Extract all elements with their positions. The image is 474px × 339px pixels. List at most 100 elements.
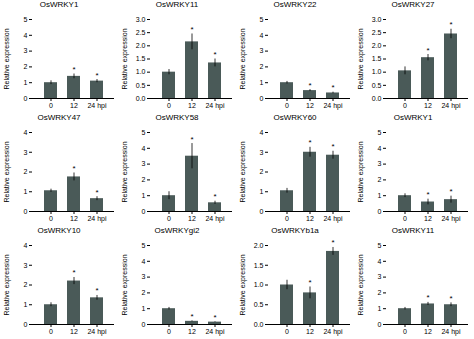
svg-text:2.5: 2.5 [136,29,146,36]
svg-text:*: * [331,83,334,92]
svg-text:4: 4 [378,258,382,265]
svg-text:4: 4 [260,32,264,39]
svg-text:0: 0 [167,102,171,109]
svg-text:5: 5 [260,16,264,23]
svg-text:*: * [331,238,334,247]
svg-text:0.5: 0.5 [136,82,146,89]
svg-text:2.0: 2.0 [254,242,264,249]
svg-text:12: 12 [70,215,78,222]
svg-text:0: 0 [49,215,53,222]
svg-text:*: * [95,188,98,197]
svg-text:1: 1 [260,79,264,86]
svg-text:4: 4 [142,258,146,265]
svg-text:Relative expression: Relative expression [239,141,247,202]
svg-text:3: 3 [24,148,28,155]
svg-text:12: 12 [424,328,432,335]
svg-text:*: * [449,20,452,29]
svg-text:1.5: 1.5 [254,261,264,268]
svg-text:2: 2 [24,63,28,70]
svg-text:Relative expression: Relative expression [357,254,365,315]
svg-text:12: 12 [188,102,196,109]
svg-text:*: * [426,293,429,302]
svg-text:0: 0 [403,102,407,109]
svg-text:3: 3 [260,47,264,54]
svg-text:*: * [190,25,193,34]
svg-text:0.5: 0.5 [254,301,264,308]
svg-text:*: * [308,81,311,90]
svg-text:*: * [213,313,216,322]
svg-text:1: 1 [378,305,382,312]
svg-text:3: 3 [378,160,382,167]
svg-text:3.0: 3.0 [136,16,146,23]
svg-text:2: 2 [24,281,28,288]
svg-text:1: 1 [142,305,146,312]
svg-text:2.0: 2.0 [136,42,146,49]
svg-text:4: 4 [260,129,264,136]
svg-text:12: 12 [306,328,314,335]
svg-text:0.5: 0.5 [372,82,382,89]
svg-text:*: * [72,164,75,173]
svg-text:4: 4 [24,32,28,39]
svg-text:24 hpi: 24 hpi [323,102,343,110]
svg-text:12: 12 [188,215,196,222]
svg-text:1: 1 [378,192,382,199]
svg-text:Relative expression: Relative expression [121,28,129,89]
svg-text:2.5: 2.5 [372,29,382,36]
svg-text:0: 0 [142,208,146,215]
svg-text:4: 4 [24,242,28,249]
svg-text:24 hpi: 24 hpi [87,215,107,223]
svg-text:1.0: 1.0 [136,68,146,75]
svg-text:*: * [213,192,216,201]
svg-text:*: * [331,142,334,151]
svg-text:12: 12 [424,215,432,222]
svg-text:4: 4 [24,129,28,136]
svg-text:2: 2 [142,289,146,296]
svg-text:1.5: 1.5 [136,55,146,62]
svg-text:24 hpi: 24 hpi [205,102,225,110]
svg-text:3: 3 [24,261,28,268]
svg-text:24 hpi: 24 hpi [205,328,225,336]
svg-text:*: * [426,46,429,55]
svg-text:Relative expression: Relative expression [3,254,11,315]
svg-text:2: 2 [142,176,146,183]
svg-text:24 hpi: 24 hpi [441,215,461,223]
svg-text:1: 1 [142,192,146,199]
svg-text:0.0: 0.0 [372,95,382,102]
svg-text:24 hpi: 24 hpi [323,215,343,223]
svg-text:2: 2 [260,63,264,70]
svg-text:0.0: 0.0 [254,321,264,328]
svg-text:12: 12 [70,102,78,109]
svg-text:2: 2 [260,168,264,175]
svg-text:3: 3 [142,273,146,280]
svg-text:5: 5 [24,16,28,23]
svg-text:Relative expression: Relative expression [121,254,129,315]
svg-text:24 hpi: 24 hpi [205,215,225,223]
svg-text:1.5: 1.5 [372,55,382,62]
svg-text:1: 1 [24,188,28,195]
svg-text:*: * [190,135,193,144]
svg-text:12: 12 [306,215,314,222]
svg-text:12: 12 [424,102,432,109]
svg-text:0: 0 [167,215,171,222]
svg-text:*: * [190,312,193,321]
svg-text:Relative expression: Relative expression [239,254,247,315]
svg-text:*: * [449,187,452,196]
svg-text:4: 4 [142,145,146,152]
svg-text:*: * [426,190,429,199]
svg-text:0: 0 [167,328,171,335]
svg-text:4: 4 [378,145,382,152]
svg-text:12: 12 [306,102,314,109]
svg-text:Relative expression: Relative expression [239,28,247,89]
svg-text:*: * [72,268,75,277]
svg-text:0: 0 [24,321,28,328]
svg-text:5: 5 [378,242,382,249]
svg-text:0: 0 [378,208,382,215]
svg-text:24 hpi: 24 hpi [441,102,461,110]
svg-text:3: 3 [378,273,382,280]
svg-text:2.0: 2.0 [372,42,382,49]
svg-text:Relative expression: Relative expression [121,141,129,202]
svg-text:0: 0 [285,328,289,335]
svg-text:0.0: 0.0 [136,95,146,102]
svg-text:0: 0 [24,95,28,102]
svg-text:*: * [308,278,311,287]
